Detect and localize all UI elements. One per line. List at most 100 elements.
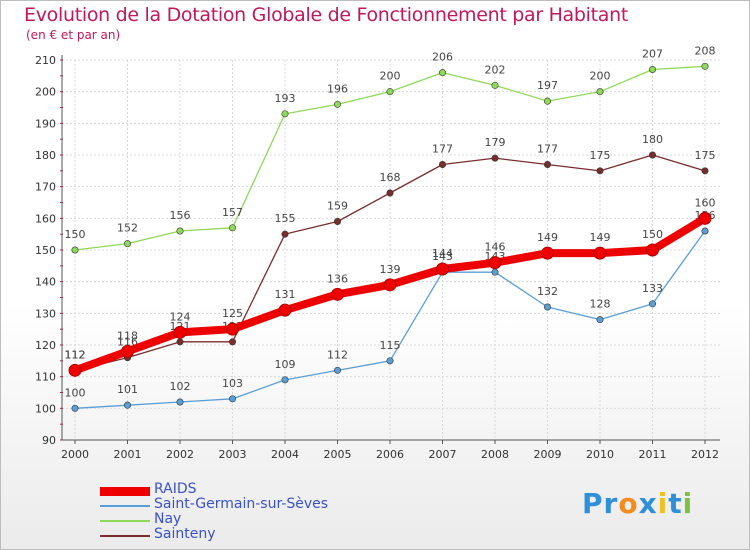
- data-label-sainteny: 175: [590, 149, 611, 162]
- data-label-saint-germain-sur-s-ves: 132: [537, 285, 558, 298]
- data-point-nay: [386, 88, 394, 96]
- data-point-sainteny: [176, 338, 184, 346]
- data-point-nay: [648, 66, 656, 74]
- data-point-nay: [333, 100, 341, 108]
- x-tick-label: 2010: [586, 448, 614, 461]
- data-point-sainteny: [543, 161, 551, 169]
- data-label-raids: 146: [485, 241, 506, 254]
- y-tick-label: 130: [35, 307, 56, 320]
- x-tick-label: 2004: [271, 448, 299, 461]
- data-label-sainteny: 177: [432, 143, 453, 156]
- data-label-saint-germain-sur-s-ves: 143: [432, 250, 453, 263]
- data-point-saint-germain-sur-s-ves: [596, 316, 604, 324]
- data-point-raids: [173, 325, 187, 339]
- data-label-nay: 207: [642, 48, 663, 61]
- data-point-saint-germain-sur-s-ves: [124, 401, 132, 409]
- data-label-saint-germain-sur-s-ves: 112: [327, 348, 348, 361]
- y-tick-label: 210: [35, 54, 56, 67]
- data-point-saint-germain-sur-s-ves: [543, 303, 551, 311]
- data-label-saint-germain-sur-s-ves: 109: [275, 358, 296, 371]
- data-label-nay: 202: [485, 63, 506, 76]
- data-point-sainteny: [491, 154, 499, 162]
- data-label-sainteny: 155: [275, 212, 296, 225]
- data-label-nay: 208: [695, 44, 716, 57]
- data-point-sainteny: [701, 167, 709, 175]
- legend-label-nay: Nay: [154, 511, 182, 527]
- data-label-raids: 139: [380, 263, 401, 276]
- data-label-nay: 156: [170, 209, 191, 222]
- data-label-raids: 136: [327, 272, 348, 285]
- data-point-raids: [331, 287, 344, 301]
- data-label-nay: 200: [590, 70, 611, 83]
- data-point-saint-germain-sur-s-ves: [281, 376, 289, 384]
- data-point-raids: [541, 246, 554, 260]
- data-point-nay: [71, 246, 79, 254]
- y-tick-label: 190: [35, 117, 56, 130]
- data-point-saint-germain-sur-s-ves: [701, 227, 709, 235]
- y-tick-label: 120: [35, 339, 56, 352]
- data-label-raids: 150: [642, 228, 663, 241]
- data-label-nay: 200: [380, 70, 401, 83]
- data-label-sainteny: 175: [695, 149, 716, 162]
- data-label-raids: 160: [695, 196, 716, 209]
- data-label-nay: 152: [117, 222, 138, 235]
- data-label-raids: 118: [117, 329, 138, 342]
- data-point-raids: [593, 246, 607, 260]
- data-point-nay: [701, 62, 709, 70]
- data-label-saint-germain-sur-s-ves: 133: [642, 282, 663, 295]
- legend-swatch-sainteny: [100, 535, 150, 537]
- data-point-saint-germain-sur-s-ves: [71, 404, 79, 412]
- data-point-saint-germain-sur-s-ves: [491, 268, 499, 276]
- data-point-raids: [436, 262, 449, 276]
- data-point-raids: [226, 322, 239, 336]
- data-label-sainteny: 180: [642, 133, 663, 146]
- logo-letter: i: [657, 487, 669, 520]
- data-point-nay: [124, 240, 132, 248]
- legend-label-saint-germain-sur-s-ves: Saint-Germain-sur-Sèves: [154, 496, 329, 512]
- data-label-raids: 149: [590, 231, 611, 244]
- logo-letter: r: [603, 487, 619, 520]
- data-label-sainteny: 179: [485, 136, 506, 149]
- y-tick-label: 100: [35, 402, 56, 415]
- data-point-sainteny: [281, 230, 289, 238]
- data-label-raids: 144: [432, 247, 453, 260]
- data-point-nay: [596, 88, 604, 96]
- y-tick-label: 170: [35, 181, 56, 194]
- data-point-nay: [176, 227, 184, 235]
- x-tick-label: 2007: [429, 448, 457, 461]
- chart-title: Evolution de la Dotation Globale de Fonc…: [24, 4, 629, 26]
- data-point-raids: [383, 278, 397, 292]
- data-point-raids: [698, 211, 712, 225]
- data-label-sainteny: 177: [537, 143, 558, 156]
- data-point-nay: [281, 110, 289, 118]
- legend-swatch-raids: [100, 486, 150, 496]
- chart-subtitle: (en € et par an): [26, 28, 121, 42]
- legend-swatch-nay: [100, 520, 150, 522]
- data-label-nay: 193: [275, 92, 296, 105]
- logo-letter: t: [668, 487, 683, 520]
- x-tick-label: 2011: [639, 448, 667, 461]
- data-point-sainteny: [229, 338, 237, 346]
- data-point-saint-germain-sur-s-ves: [648, 300, 656, 308]
- data-label-saint-germain-sur-s-ves: 101: [117, 383, 138, 396]
- data-point-nay: [438, 69, 446, 77]
- y-tick-label: 160: [35, 212, 56, 225]
- data-label-sainteny: 159: [327, 200, 348, 213]
- data-point-sainteny: [596, 167, 604, 175]
- data-label-raids: 125: [222, 307, 243, 320]
- data-point-raids: [121, 344, 134, 358]
- proxiti-logo: Proxiti: [582, 487, 693, 520]
- x-tick-label: 2009: [534, 448, 562, 461]
- legend-label-sainteny: Sainteny: [154, 526, 216, 542]
- data-label-raids: 131: [275, 288, 296, 301]
- data-point-saint-germain-sur-s-ves: [333, 366, 341, 374]
- data-point-nay: [229, 224, 237, 232]
- data-label-saint-germain-sur-s-ves: 103: [222, 377, 243, 390]
- logo-letter: P: [582, 487, 604, 520]
- data-point-nay: [543, 97, 551, 105]
- data-label-saint-germain-sur-s-ves: 128: [590, 298, 611, 311]
- legend-label-raids: RAIDS: [154, 481, 197, 497]
- y-tick-label: 110: [35, 371, 56, 384]
- logo-letter: o: [618, 487, 639, 520]
